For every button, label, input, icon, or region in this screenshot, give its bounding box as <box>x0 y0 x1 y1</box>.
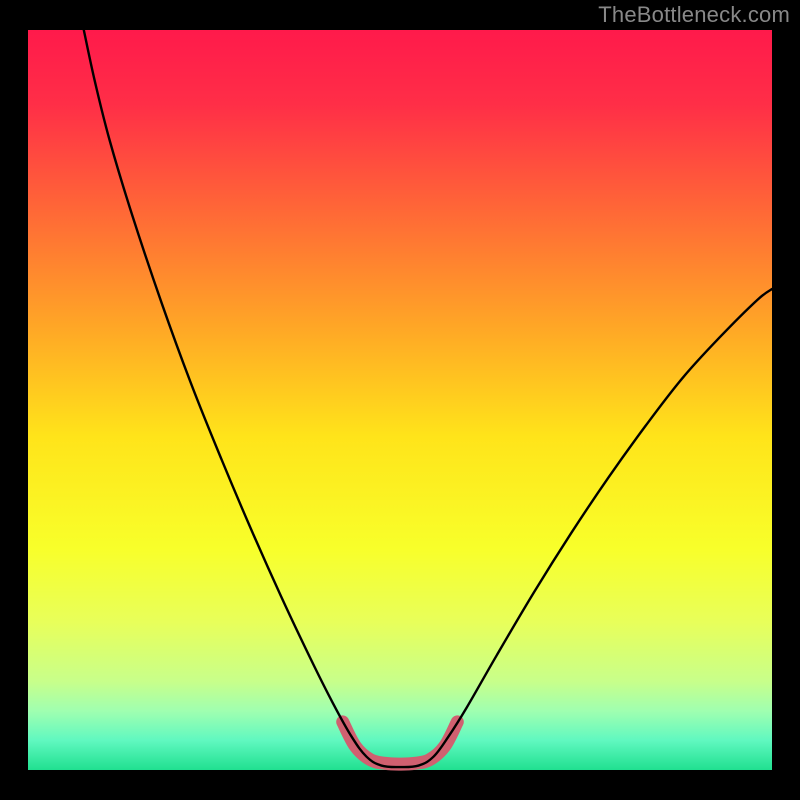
watermark-text: TheBottleneck.com <box>598 2 790 28</box>
plot-background <box>28 30 772 770</box>
bottleneck-plot <box>0 0 800 800</box>
chart-stage: TheBottleneck.com <box>0 0 800 800</box>
